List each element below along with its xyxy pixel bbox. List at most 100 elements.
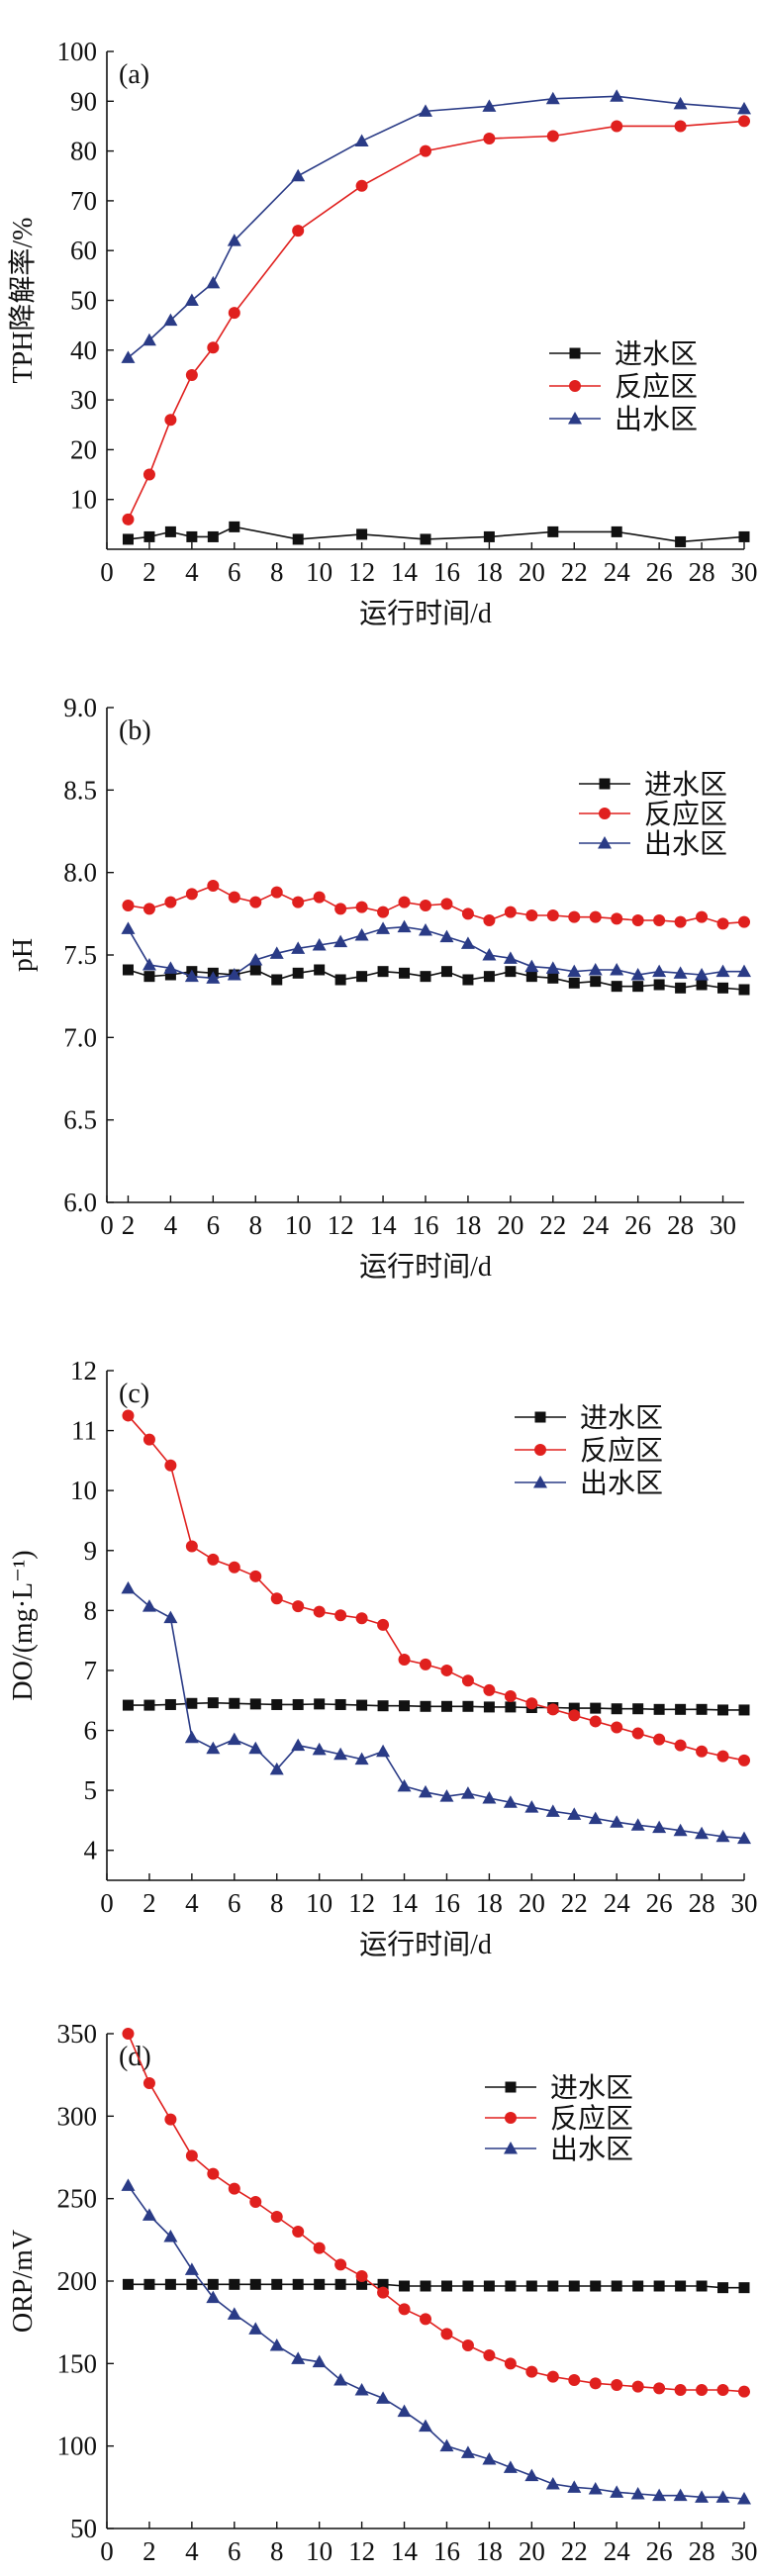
legend-label: 出水区 xyxy=(580,1467,663,1499)
data-point xyxy=(229,2278,240,2290)
data-point xyxy=(674,1739,687,1752)
data-point xyxy=(163,961,178,974)
data-point xyxy=(631,914,644,926)
data-point xyxy=(164,414,177,427)
y-tick-label: 10 xyxy=(70,485,97,515)
data-point xyxy=(312,2354,327,2368)
data-point xyxy=(611,2280,622,2292)
data-point xyxy=(376,2391,391,2404)
y-tick-label: 6.5 xyxy=(63,1105,97,1135)
x-tick-label: 18 xyxy=(476,557,503,587)
y-tick-label: 10 xyxy=(70,1476,97,1505)
data-point xyxy=(737,101,751,115)
data-point xyxy=(270,1592,283,1605)
y-tick-label: 150 xyxy=(57,2348,98,2378)
data-point xyxy=(164,896,177,908)
x-tick-label: 28 xyxy=(667,1210,694,1240)
data-point xyxy=(420,971,431,983)
data-point xyxy=(227,2307,241,2320)
data-point xyxy=(738,915,750,928)
y-tick-label: 11 xyxy=(71,1416,97,1446)
data-point xyxy=(590,1702,602,1714)
data-point xyxy=(292,2278,304,2290)
data-point xyxy=(142,468,155,481)
data-point xyxy=(611,912,623,925)
data-point xyxy=(121,2178,136,2191)
data-point xyxy=(229,1697,240,1709)
data-point xyxy=(482,948,497,961)
x-axis-title: 运行时间/d xyxy=(359,1929,492,1960)
panel-label: (c) xyxy=(119,1379,149,1409)
x-tick-label: 16 xyxy=(433,557,460,587)
data-point xyxy=(525,2280,537,2292)
data-point xyxy=(142,1599,156,1612)
data-point xyxy=(207,2167,220,2180)
data-point xyxy=(717,982,729,994)
x-tick-label: 12 xyxy=(348,557,375,587)
data-point xyxy=(248,953,263,966)
data-point xyxy=(122,964,134,976)
data-point xyxy=(249,1570,262,1582)
y-tick-label: 200 xyxy=(57,2266,98,2296)
data-point xyxy=(314,964,326,976)
data-point xyxy=(524,1800,539,1813)
x-tick-label: 22 xyxy=(561,1888,588,1918)
panel-label: (a) xyxy=(119,59,149,90)
x-tick-label: 24 xyxy=(604,1888,631,1918)
x-tick-label: 12 xyxy=(328,1210,354,1240)
data-point xyxy=(228,307,240,320)
data-point xyxy=(483,914,496,926)
data-point xyxy=(545,2477,560,2490)
data-point xyxy=(673,2488,688,2502)
data-point xyxy=(462,1700,474,1712)
data-point xyxy=(738,2385,750,2398)
data-point xyxy=(546,130,559,143)
data-point xyxy=(163,2230,178,2242)
data-point xyxy=(313,1605,326,1618)
legend-marker xyxy=(599,808,611,819)
data-point xyxy=(440,898,453,910)
x-tick-label: 2 xyxy=(142,1888,156,1918)
data-point xyxy=(397,919,412,933)
data-point xyxy=(227,1732,241,1746)
data-point xyxy=(611,2379,623,2391)
data-point xyxy=(206,971,221,984)
data-point xyxy=(227,968,241,981)
y-tick-label: 60 xyxy=(70,236,97,265)
data-point xyxy=(207,1697,219,1709)
chart-panel-2: 6.06.57.07.58.08.59.00 2 4 6 8 10 12 14 16 18 20 22… xyxy=(8,693,751,1283)
data-point xyxy=(142,333,156,346)
data-point xyxy=(377,906,390,918)
series-line xyxy=(128,885,745,925)
legend-marker xyxy=(505,2081,517,2093)
data-point xyxy=(249,896,262,908)
x-tick-label: 22 xyxy=(539,1210,566,1240)
data-point xyxy=(738,1754,750,1766)
x-tick-label: 22 xyxy=(561,2536,588,2566)
data-point xyxy=(164,525,176,537)
data-point xyxy=(567,1807,582,1820)
data-point xyxy=(377,966,389,978)
data-point xyxy=(121,350,136,363)
data-point xyxy=(675,535,687,547)
data-point xyxy=(334,2258,347,2271)
x-tick-label: 26 xyxy=(646,1888,673,1918)
data-point xyxy=(376,921,391,934)
data-point xyxy=(334,1609,347,1622)
data-point xyxy=(546,1703,559,1716)
data-point xyxy=(164,969,176,981)
series-2 xyxy=(122,2028,750,2398)
data-point xyxy=(419,104,432,117)
data-point xyxy=(631,2380,644,2393)
x-tick-label: 24 xyxy=(582,1210,610,1240)
series-line xyxy=(127,95,745,358)
data-point xyxy=(398,1654,411,1667)
y-tick-label: 40 xyxy=(70,335,97,365)
y-tick-label: 9.0 xyxy=(63,693,97,722)
x-tick-label: 10 xyxy=(306,557,332,587)
series-2 xyxy=(122,880,750,930)
series-line xyxy=(127,1587,745,1840)
data-point xyxy=(696,979,708,991)
